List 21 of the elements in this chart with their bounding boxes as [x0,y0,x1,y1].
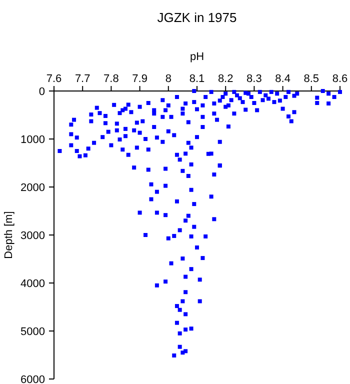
x-axis-title: pH [190,51,204,63]
x-tick-label: 8.3 [246,73,262,85]
y-tick-label: 3000 [20,230,45,242]
x-tick-label: 8.6 [332,73,348,85]
x-tick-label: 8.2 [218,73,234,85]
y-tick-label: 4000 [20,278,45,290]
x-tick-label: 8 [165,73,172,85]
y-axis-title: Depth [m] [3,211,15,259]
y-tick-label: 6000 [20,374,45,384]
x-tick-label: 7.9 [132,73,148,85]
x-tick-label: 7.6 [46,73,62,85]
y-tick-label: 2000 [20,182,45,194]
x-tick-label: 7.8 [104,73,119,85]
x-tick-label: 8.4 [275,73,290,85]
y-tick-label: 0 [38,86,45,98]
y-tick-label: 5000 [20,326,45,338]
x-tick-label: 8.5 [304,73,320,85]
y-tick-label: 1000 [20,134,45,146]
x-tick-label: 7.7 [74,73,90,85]
x-tick-label: 8.1 [189,73,205,85]
chart-title: JGZK in 1975 [157,10,237,25]
